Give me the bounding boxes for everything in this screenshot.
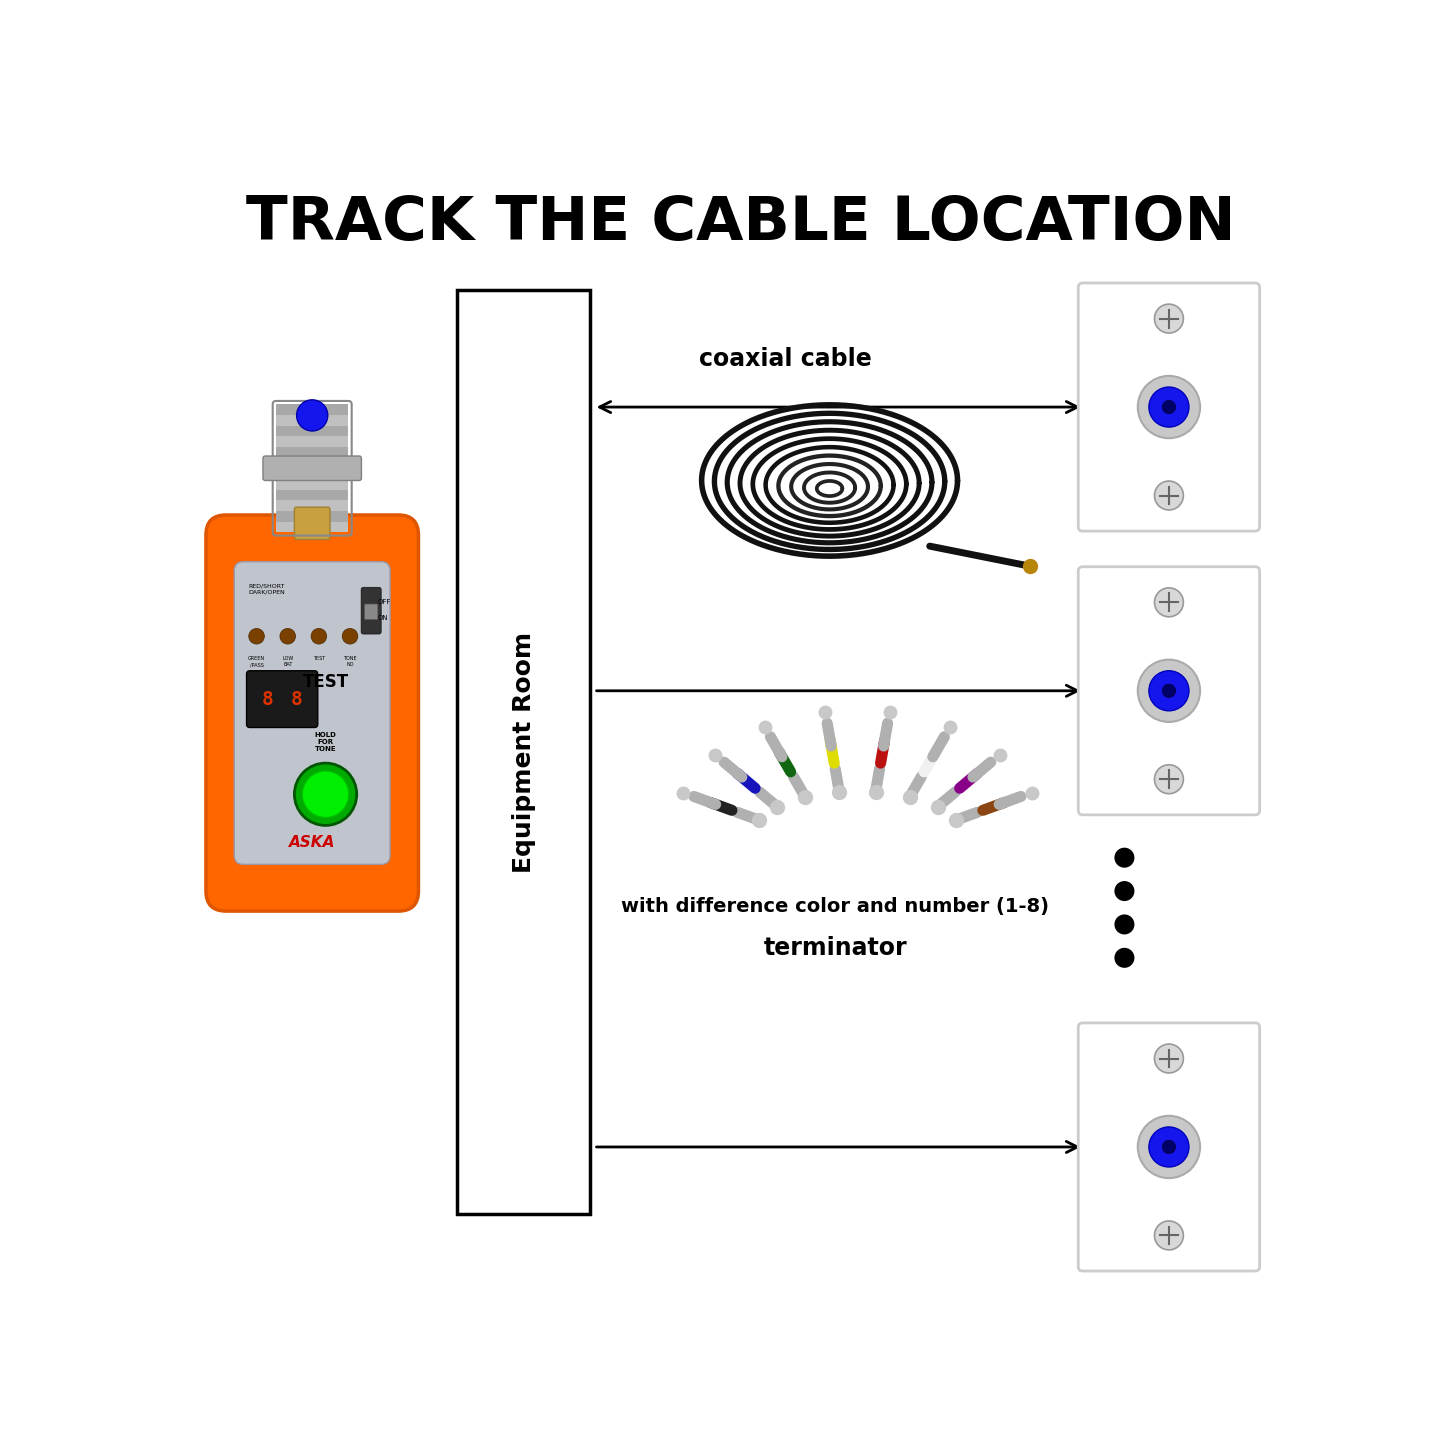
Text: ASKA: ASKA	[289, 835, 335, 850]
Circle shape	[302, 770, 348, 818]
Bar	[276, 405, 348, 415]
Circle shape	[1155, 303, 1183, 332]
FancyBboxPatch shape	[247, 670, 318, 727]
Circle shape	[1149, 1127, 1189, 1168]
Bar	[276, 490, 348, 500]
Circle shape	[1149, 387, 1189, 428]
Circle shape	[1149, 670, 1189, 711]
Circle shape	[295, 763, 357, 825]
Circle shape	[280, 629, 295, 644]
FancyBboxPatch shape	[234, 562, 390, 864]
Bar	[276, 415, 348, 426]
Circle shape	[1155, 764, 1183, 793]
Circle shape	[296, 400, 328, 431]
Circle shape	[1155, 1045, 1183, 1074]
Circle shape	[1162, 683, 1176, 698]
Circle shape	[1155, 588, 1183, 617]
Circle shape	[1137, 1116, 1201, 1178]
FancyBboxPatch shape	[207, 514, 419, 912]
Circle shape	[1114, 948, 1134, 968]
Text: RED/SHORT
DARK/OPEN: RED/SHORT DARK/OPEN	[249, 584, 286, 595]
Text: Equipment Room: Equipment Room	[512, 631, 536, 873]
Text: with difference color and number (1-8): with difference color and number (1-8)	[621, 896, 1049, 916]
FancyBboxPatch shape	[1078, 1023, 1260, 1272]
FancyBboxPatch shape	[361, 587, 381, 634]
Text: 8: 8	[262, 689, 275, 708]
FancyBboxPatch shape	[364, 604, 377, 620]
Bar	[276, 468, 348, 478]
Circle shape	[1114, 848, 1134, 867]
Bar	[276, 447, 348, 458]
Bar	[276, 458, 348, 468]
Bar	[276, 436, 348, 447]
FancyBboxPatch shape	[1078, 566, 1260, 815]
FancyBboxPatch shape	[1078, 283, 1260, 532]
FancyBboxPatch shape	[263, 457, 361, 481]
Text: 8: 8	[290, 689, 302, 708]
FancyBboxPatch shape	[295, 507, 329, 539]
Circle shape	[342, 629, 358, 644]
Circle shape	[1114, 881, 1134, 902]
Bar	[276, 512, 348, 522]
Bar	[276, 478, 348, 490]
Circle shape	[1137, 376, 1201, 438]
Text: TONE
NO: TONE NO	[344, 656, 357, 668]
Bar	[276, 500, 348, 512]
Text: room 8: room 8	[1094, 1133, 1215, 1162]
Circle shape	[1114, 915, 1134, 935]
Text: room 2: room 2	[1094, 676, 1215, 705]
Text: TRACK THE CABLE LOCATION: TRACK THE CABLE LOCATION	[246, 194, 1235, 253]
Bar	[276, 426, 348, 436]
Text: TEST: TEST	[302, 673, 348, 692]
Text: room 1: room 1	[1094, 393, 1215, 422]
Circle shape	[249, 629, 264, 644]
Text: TEST: TEST	[312, 656, 325, 662]
Text: GREEN
/PASS: GREEN /PASS	[249, 656, 264, 668]
Circle shape	[1162, 400, 1176, 413]
Circle shape	[1162, 1140, 1176, 1153]
Text: HOLD
FOR
TONE: HOLD FOR TONE	[315, 733, 337, 751]
Text: ON: ON	[377, 616, 389, 621]
Circle shape	[311, 629, 327, 644]
Text: coaxial cable: coaxial cable	[699, 347, 871, 371]
Text: OFF: OFF	[377, 598, 392, 605]
Circle shape	[1155, 481, 1183, 510]
Text: terminator: terminator	[763, 935, 907, 959]
Bar	[276, 522, 348, 532]
Circle shape	[1155, 1221, 1183, 1250]
Circle shape	[1137, 659, 1201, 722]
Text: LOW
BAT: LOW BAT	[282, 656, 293, 668]
